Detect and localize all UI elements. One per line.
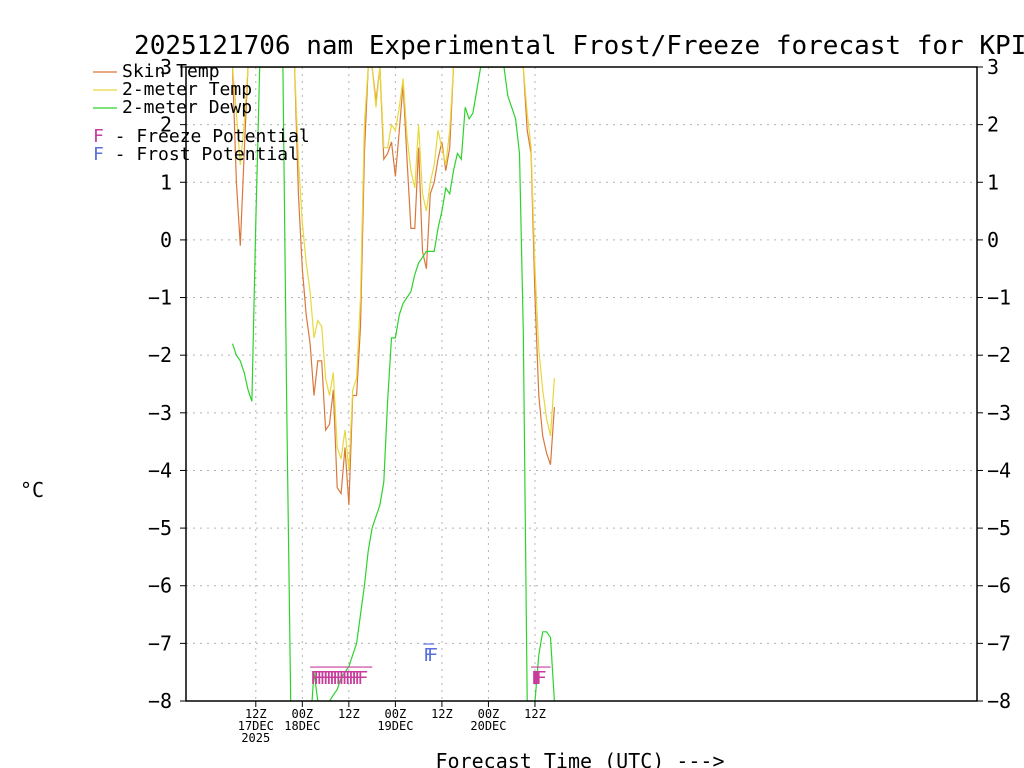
x-tick-label: 00Z	[385, 707, 407, 721]
legend-label: Skin Temp	[122, 61, 220, 82]
y-tick-label-left: −4	[148, 458, 172, 482]
series-2-meter-dewp	[231, 67, 555, 701]
y-axis-label: °C	[20, 478, 44, 502]
chart-title: 2025121706 nam Experimental Frost/Freeze…	[134, 31, 1024, 61]
series-lines	[231, 67, 555, 701]
x-tick-label: 20DEC	[470, 719, 506, 733]
y-axis: −8 −8 −7 −7 −6 −6 −5 −5 −4 −4 −3 −3 −2 −2 −1 −1 0 0 1 1 2 2 3 3	[148, 55, 1011, 713]
y-tick-label-left: −3	[148, 401, 172, 425]
grid	[186, 67, 977, 701]
x-tick-label: 12Z	[431, 707, 453, 721]
y-tick-label-left: −1	[148, 286, 172, 310]
y-tick-label-right: −2	[987, 343, 1011, 367]
y-tick-label-right: −6	[987, 574, 1011, 598]
y-tick-label-right: 1	[987, 170, 999, 194]
series-skin-temp	[231, 67, 555, 506]
y-tick-label-left: −5	[148, 516, 172, 540]
potential-legend-entry: F - Freeze Potential	[93, 126, 310, 147]
x-axis-label: Forecast Time (UTC) --->	[436, 749, 725, 768]
x-tick-label: 12Z	[245, 707, 267, 721]
y-tick-label-left: −7	[148, 631, 172, 655]
frost-potential-marks: FF	[423, 645, 438, 666]
y-tick-label-right: 2	[987, 113, 999, 137]
x-tick-label: 17DEC	[238, 719, 274, 733]
legend-label: 2-meter Dewp	[122, 97, 252, 118]
series-2-meter-temp	[231, 67, 555, 471]
freeze-potential-marks: FFFFF	[531, 668, 547, 689]
y-tick-label-right: −8	[987, 689, 1011, 713]
y-tick-label-left: −2	[148, 343, 172, 367]
x-tick-label: 12Z	[338, 707, 360, 721]
y-tick-label-right: −4	[987, 458, 1011, 482]
y-tick-label-right: −7	[987, 631, 1011, 655]
y-tick-label-right: 3	[987, 55, 999, 79]
y-tick-label-right: 0	[987, 228, 999, 252]
potential-legend-entry: F - Frost Potential	[93, 144, 299, 165]
x-tick-label: 18DEC	[284, 719, 320, 733]
y-tick-label-left: 2	[160, 113, 172, 137]
y-tick-label-left: −8	[148, 689, 172, 713]
freeze-potential-marks: FFFFFFFFFFFFFFFF	[310, 668, 368, 689]
y-tick-label-left: 1	[160, 170, 172, 194]
y-tick-label-right: −1	[987, 286, 1011, 310]
y-tick-label-right: −5	[987, 516, 1011, 540]
x-tick-label: 00Z	[291, 707, 313, 721]
x-tick-label: 12Z	[524, 707, 546, 721]
y-tick-label-left: 0	[160, 228, 172, 252]
plot-frame	[185, 66, 978, 702]
y-tick-label-left: 3	[160, 55, 172, 79]
x-tick-label: 2025	[241, 731, 270, 745]
y-tick-label-right: −3	[987, 401, 1011, 425]
x-tick-label: 19DEC	[377, 719, 413, 733]
y-tick-label-left: −6	[148, 574, 172, 598]
x-tick-label: 00Z	[478, 707, 500, 721]
legend-label: 2-meter Temp	[122, 79, 252, 100]
